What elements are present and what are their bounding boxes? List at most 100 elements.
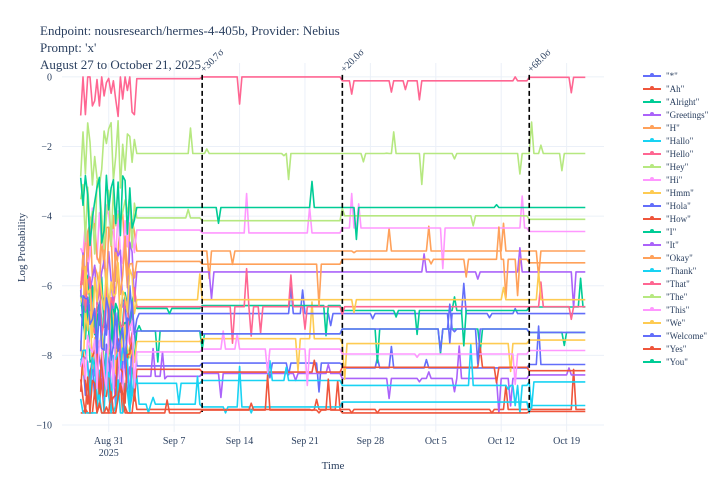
x-tick-label: Oct 12 bbox=[488, 436, 515, 447]
legend-swatch bbox=[643, 151, 661, 155]
x-tick-label: Aug 31 bbox=[94, 436, 124, 447]
legend-item[interactable]: "Hola" bbox=[643, 199, 708, 212]
y-tick-label: −10 bbox=[36, 421, 52, 432]
series-line bbox=[80, 213, 586, 290]
legend-label: "Greetings" bbox=[666, 109, 709, 120]
annotation-label: +30.7σ bbox=[199, 47, 227, 75]
x-tick-sublabel: 2025 bbox=[99, 448, 119, 459]
series-line bbox=[79, 192, 586, 270]
x-tick-label: Sep 7 bbox=[163, 436, 186, 447]
legend-label: "How" bbox=[666, 213, 691, 224]
series-line bbox=[79, 365, 586, 414]
legend-label: "Alright" bbox=[666, 96, 700, 107]
y-tick-label: 0 bbox=[47, 72, 52, 83]
x-tick-label: Oct 19 bbox=[553, 436, 580, 447]
legend-swatch bbox=[643, 203, 661, 207]
legend-item[interactable]: "That" bbox=[643, 277, 708, 290]
chart-title-line-2: Prompt: 'x' bbox=[40, 40, 97, 55]
series-line bbox=[79, 343, 586, 414]
chart-title: Endpoint: nousresearch/hermes-4-405b, Pr… bbox=[40, 22, 340, 73]
legend-swatch bbox=[643, 294, 661, 298]
legend-swatch bbox=[643, 359, 661, 363]
legend-swatch bbox=[643, 99, 661, 103]
x-tick-label: Sep 28 bbox=[357, 436, 385, 447]
chart-title-line-1: Endpoint: nousresearch/hermes-4-405b, Pr… bbox=[40, 23, 340, 38]
annotation-label: +20.0σ bbox=[339, 47, 367, 75]
legend-item[interactable]: "Welcome" bbox=[643, 329, 708, 342]
legend-item[interactable]: "The" bbox=[643, 290, 708, 303]
series-line bbox=[80, 282, 586, 350]
legend-label: "Hallo" bbox=[666, 135, 694, 146]
legend-label: "Ah" bbox=[666, 83, 685, 94]
legend-swatch bbox=[643, 125, 661, 129]
legend-swatch bbox=[643, 190, 661, 194]
legend-label: "Hmm" bbox=[666, 187, 694, 198]
legend-item[interactable]: "Hello" bbox=[643, 147, 708, 160]
legend-item[interactable]: "Ah" bbox=[643, 82, 708, 95]
legend-item[interactable]: "*" bbox=[643, 69, 708, 82]
legend-label: "You" bbox=[666, 356, 688, 367]
series-line bbox=[79, 267, 586, 346]
legend-item[interactable]: "Hi" bbox=[643, 173, 708, 186]
series-line bbox=[79, 301, 586, 381]
series-line bbox=[79, 374, 586, 414]
legend-swatch bbox=[643, 229, 661, 233]
series-line bbox=[79, 241, 586, 311]
legend-swatch bbox=[643, 164, 661, 168]
legend-label: "Yes" bbox=[666, 343, 687, 354]
y-axis-title: Log Probability bbox=[16, 212, 28, 282]
legend-label: "Thank" bbox=[666, 265, 697, 276]
chart-title-line-3: August 27 to October 21, 2025 bbox=[40, 57, 202, 72]
legend-label: "Okay" bbox=[666, 252, 693, 263]
legend-swatch bbox=[643, 281, 661, 285]
series-line bbox=[79, 222, 586, 307]
legend-item[interactable]: "This" bbox=[643, 303, 708, 316]
legend-item[interactable]: "Greetings" bbox=[643, 108, 708, 121]
legend-label: "We" bbox=[666, 317, 686, 328]
legend-item[interactable]: "Hallo" bbox=[643, 134, 708, 147]
legend-swatch bbox=[643, 73, 661, 77]
legend-swatch bbox=[643, 112, 661, 116]
legend-label: "Hey" bbox=[666, 161, 689, 172]
legend-swatch bbox=[643, 177, 661, 181]
legend-swatch bbox=[643, 268, 661, 272]
legend-item[interactable]: "We" bbox=[643, 316, 708, 329]
legend-swatch bbox=[643, 138, 661, 142]
y-tick-label: −6 bbox=[41, 281, 52, 292]
legend-item[interactable]: "Hey" bbox=[643, 160, 708, 173]
series-line bbox=[79, 271, 586, 347]
legend-item[interactable]: "Alright" bbox=[643, 95, 708, 108]
legend-item[interactable]: "I" bbox=[643, 225, 708, 238]
legend-item[interactable]: "H" bbox=[643, 121, 708, 134]
y-tick-label: −8 bbox=[41, 351, 52, 362]
x-tick-label: Sep 21 bbox=[291, 436, 319, 447]
legend-item[interactable]: "You" bbox=[643, 355, 708, 368]
series-line bbox=[79, 294, 586, 369]
legend-label: "Hello" bbox=[666, 148, 694, 159]
legend-swatch bbox=[643, 307, 661, 311]
legend-swatch bbox=[643, 86, 661, 90]
legend-item[interactable]: "Hmm" bbox=[643, 186, 708, 199]
x-tick-label: Sep 14 bbox=[226, 436, 254, 447]
legend-item[interactable]: "It" bbox=[643, 238, 708, 251]
legend-item[interactable]: "Okay" bbox=[643, 251, 708, 264]
legend: "*" "Ah" "Alright" "Greetings" "H" "Hallo" "He… bbox=[643, 69, 708, 368]
series-layer bbox=[79, 76, 586, 414]
y-tick-label: −2 bbox=[41, 142, 52, 153]
legend-item[interactable]: "Thank" bbox=[643, 264, 708, 277]
legend-item[interactable]: "Yes" bbox=[643, 342, 708, 355]
legend-label: "H" bbox=[666, 122, 680, 133]
legend-swatch bbox=[643, 333, 661, 337]
legend-swatch bbox=[643, 346, 661, 350]
legend-item[interactable]: "How" bbox=[643, 212, 708, 225]
annotation-label: +68.0σ bbox=[526, 47, 554, 75]
series-line bbox=[79, 76, 586, 118]
legend-label: "It" bbox=[666, 239, 679, 250]
legend-label: "This" bbox=[666, 304, 690, 315]
y-tick-label: −4 bbox=[41, 212, 52, 223]
legend-label: "The" bbox=[666, 291, 688, 302]
series-line bbox=[79, 179, 586, 255]
series-line bbox=[79, 320, 586, 391]
